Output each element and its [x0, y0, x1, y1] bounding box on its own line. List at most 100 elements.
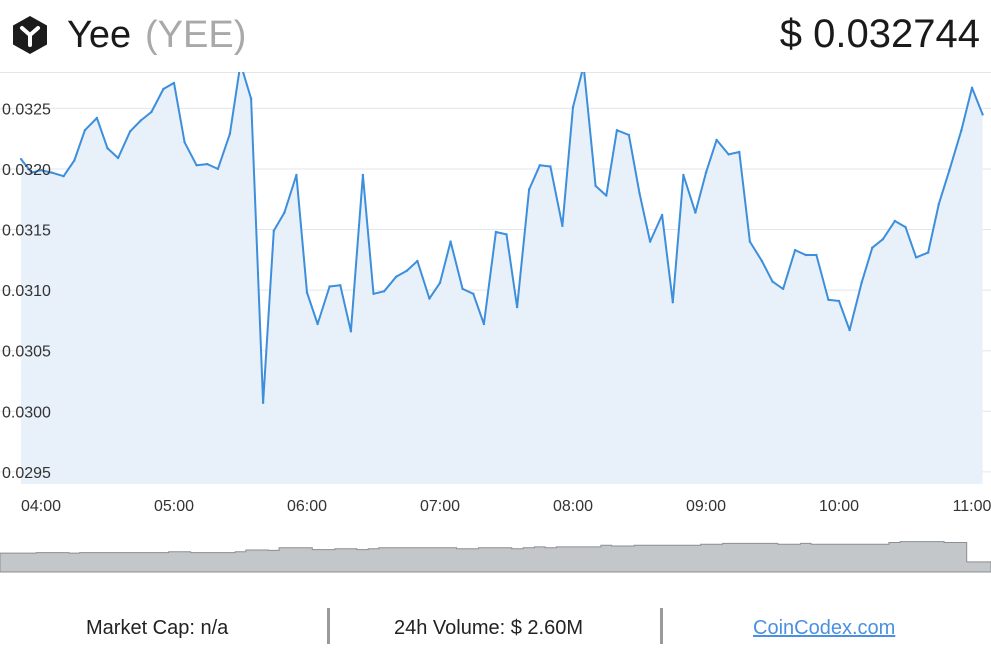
y-tick-label: 0.0300 — [2, 404, 51, 421]
y-tick-label: 0.0295 — [2, 465, 51, 482]
price-point — [172, 81, 176, 85]
price-point — [715, 138, 718, 142]
footer-divider — [660, 608, 663, 644]
market-cap: Market Cap: n/a — [86, 617, 229, 639]
price-point — [594, 184, 597, 188]
current-price: $ 0.032744 — [779, 12, 980, 56]
price-point — [139, 119, 142, 122]
price-point — [438, 281, 442, 284]
price-point — [272, 229, 275, 232]
price-point — [316, 322, 319, 326]
price-point — [305, 291, 309, 294]
price-point — [793, 248, 797, 252]
price-point — [605, 194, 608, 197]
price-point — [106, 147, 109, 150]
yee-logo-icon — [13, 16, 47, 54]
coincodex-link[interactable]: CoinCodex.com — [753, 617, 896, 639]
price-point — [128, 130, 132, 133]
price-point — [815, 253, 818, 257]
x-tick-label: 10:00 — [819, 498, 859, 515]
price-point — [482, 322, 486, 326]
price-point — [50, 171, 53, 174]
price-point — [549, 165, 552, 168]
price-point — [538, 164, 541, 167]
header: Yee (YEE) $ 0.032744 — [0, 0, 991, 73]
price-point — [73, 159, 76, 162]
price-point — [372, 292, 375, 295]
price-point — [428, 297, 431, 300]
price-point — [339, 284, 342, 287]
price-point — [83, 129, 87, 132]
price-point — [328, 285, 331, 288]
price-point — [648, 240, 652, 243]
volume-24h: 24h Volume: $ 2.60M — [394, 617, 584, 639]
price-point — [571, 105, 575, 109]
price-point — [183, 141, 186, 144]
price-point — [461, 287, 464, 291]
x-axis-labels: 04:00 05:00 06:00 07:00 08:00 09:00 10:00 11:00 — [21, 498, 991, 515]
price-point — [494, 230, 498, 234]
price-point — [837, 299, 841, 303]
price-point — [948, 169, 951, 172]
price-point — [472, 292, 475, 295]
x-tick-label: 05:00 — [154, 498, 194, 515]
x-tick-label: 07:00 — [420, 498, 460, 515]
price-point — [116, 156, 120, 160]
price-point — [771, 280, 774, 283]
price-point — [981, 113, 984, 116]
x-tick-label: 09:00 — [686, 498, 726, 515]
y-tick-label: 0.0310 — [2, 283, 51, 300]
price-point — [615, 129, 619, 132]
price-point — [704, 171, 708, 174]
price-point — [416, 259, 419, 263]
price-chart[interactable]: 0.0325 0.0320 0.0315 0.0310 0.0305 0.0300 0.02… — [0, 72, 991, 582]
price-point — [19, 158, 23, 161]
price-point — [970, 86, 974, 89]
y-axis-labels: 0.0325 0.0320 0.0315 0.0310 0.0305 0.0300 0.02… — [2, 101, 51, 482]
price-point — [283, 211, 286, 214]
price-point — [881, 238, 885, 241]
y-tick-label: 0.0325 — [2, 101, 51, 118]
coin-name: Yee — [67, 14, 132, 56]
x-tick-label: 04:00 — [21, 498, 61, 515]
price-point — [660, 213, 664, 217]
price-area-fill — [21, 72, 983, 484]
price-point — [30, 171, 33, 174]
price-point — [727, 153, 730, 156]
price-point — [261, 401, 265, 404]
price-point — [39, 169, 43, 172]
price-point — [405, 269, 408, 272]
price-point — [295, 173, 298, 177]
price-point — [960, 129, 963, 132]
price-point — [860, 281, 863, 284]
footer-divider — [327, 608, 330, 644]
price-point — [937, 202, 940, 206]
price-point — [748, 240, 752, 243]
y-tick-label: 0.0315 — [2, 223, 51, 240]
price-point — [694, 211, 697, 214]
price-point — [62, 175, 65, 178]
price-point — [781, 287, 785, 291]
price-point — [926, 251, 930, 254]
price-point — [827, 298, 830, 301]
price-point — [738, 150, 741, 154]
price-point — [249, 97, 253, 100]
volume-bars — [0, 541, 991, 573]
price-point — [760, 259, 764, 263]
price-point — [195, 164, 198, 167]
price-point — [848, 328, 851, 332]
price-point — [893, 219, 897, 223]
price-point — [394, 275, 398, 278]
price-point — [904, 225, 907, 229]
x-tick-label: 06:00 — [287, 498, 327, 515]
price-point — [382, 290, 386, 293]
price-area — [19, 72, 984, 484]
price-point — [627, 133, 631, 137]
price-point — [449, 240, 452, 243]
price-point — [216, 167, 220, 171]
volume-area — [0, 541, 991, 573]
price-point — [349, 330, 353, 333]
price-point — [561, 224, 564, 228]
price-point — [914, 256, 918, 259]
y-tick-label: 0.0305 — [2, 344, 51, 361]
